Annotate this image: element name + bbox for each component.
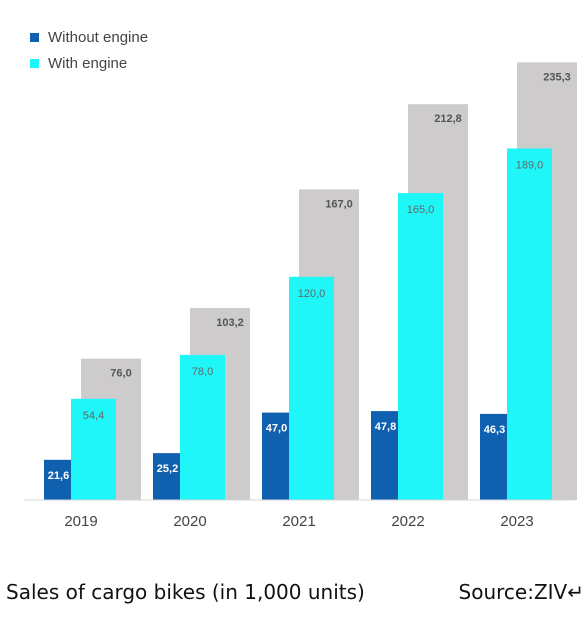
- data-label-with-engine-2020: 78,0: [192, 366, 213, 378]
- data-label-with-engine-2021: 120,0: [298, 288, 326, 300]
- data-label-without-engine-2022: 47,8: [375, 421, 396, 433]
- data-label-total-2022: 212,8: [434, 113, 462, 125]
- data-label-total-2023: 235,3: [543, 71, 571, 83]
- data-label-total-2019: 76,0: [110, 368, 131, 380]
- bar-with-engine-2023: [507, 148, 552, 500]
- legend-swatch-with-engine: [30, 58, 39, 68]
- bar-without-engine-2023: [480, 413, 507, 500]
- bar-without-engine-2020: [153, 453, 180, 500]
- x-tick-label-2019: 2019: [64, 513, 97, 530]
- bar-without-engine-2022: [371, 411, 398, 500]
- data-label-with-engine-2022: 165,0: [407, 204, 435, 216]
- chart-source: Source:ZIV↵: [458, 580, 584, 604]
- chart-caption: Sales of cargo bikes (in 1,000 units) So…: [6, 580, 584, 604]
- legend-swatch-without-engine: [30, 32, 39, 42]
- legend: Without engine With engine: [30, 24, 148, 76]
- data-label-without-engine-2019: 21,6: [48, 470, 69, 482]
- bar-with-engine-2022: [398, 193, 443, 500]
- legend-item-with-engine: With engine: [30, 50, 148, 76]
- legend-label-without-engine: Without engine: [48, 28, 149, 46]
- bar-with-engine-2019: [71, 398, 116, 500]
- data-label-total-2020: 103,2: [216, 317, 244, 329]
- data-label-total-2021: 167,0: [325, 198, 353, 210]
- data-label-without-engine-2020: 25,2: [157, 463, 178, 475]
- legend-item-without-engine: Without engine: [30, 24, 148, 50]
- bar-with-engine-2020: [180, 354, 225, 500]
- bar-without-engine-2021: [262, 412, 289, 500]
- bar-without-engine-2019: [44, 459, 71, 500]
- chart-title: Sales of cargo bikes (in 1,000 units): [6, 580, 365, 604]
- data-label-without-engine-2021: 47,0: [266, 423, 287, 435]
- x-tick-label-2021: 2021: [282, 513, 315, 530]
- data-label-with-engine-2019: 54,4: [83, 410, 104, 422]
- legend-label-with-engine: With engine: [48, 54, 128, 72]
- x-tick-label-2020: 2020: [173, 513, 206, 530]
- bar-with-engine-2021: [289, 276, 334, 500]
- x-tick-label-2023: 2023: [500, 513, 533, 530]
- x-tick-label-2022: 2022: [391, 513, 424, 530]
- data-label-with-engine-2023: 189,0: [516, 159, 544, 171]
- data-label-without-engine-2023: 46,3: [484, 424, 505, 436]
- bar-chart: 76,0 54,4 21,6 103,2 78,0 25,2 167,0 120,0 47,0 2…: [24, 62, 577, 530]
